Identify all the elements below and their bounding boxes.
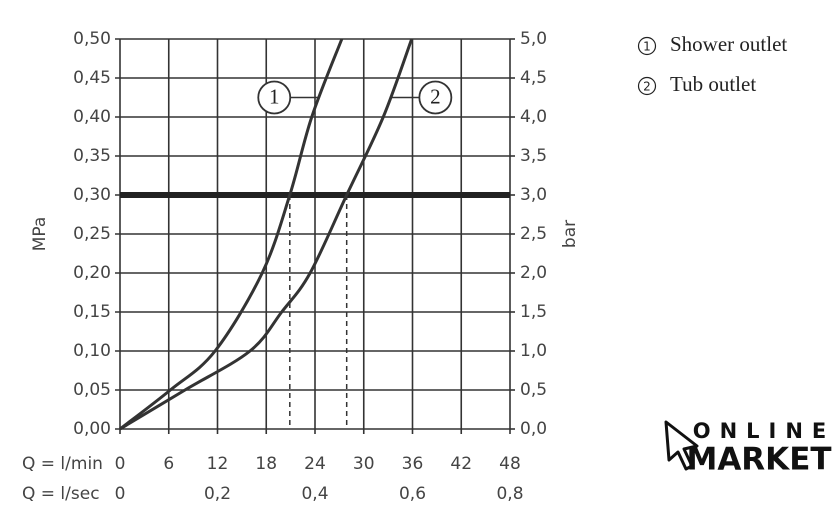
x-tick-label: 0 [115,454,126,474]
legend-circle [637,36,657,56]
legend-circle [637,76,657,96]
x2-tick-label: 0,4 [301,484,328,504]
y2-tick-label: 4,5 [520,68,547,88]
callout-circle [418,80,453,115]
y2-tick-label: 2,0 [520,263,547,283]
x2-tick-label: 0,6 [399,484,426,504]
legend-label: Shower outlet [670,32,787,56]
y2-tick-label: 1,0 [520,341,547,361]
logo-bottom: MARKET [686,442,831,478]
y2-tick-label: 0,0 [520,419,547,439]
x-tick-label: 6 [163,454,174,474]
x2-tick-label: 0,8 [496,484,523,504]
x2-tick-label: 0,2 [204,484,231,504]
x2-axis-label: Q = l/sec [22,484,100,504]
logo-top: ONLINE [693,419,836,443]
y-tick-label: 0,50 [73,29,111,49]
legend-number: 1 [643,40,651,54]
y2-tick-label: 0,5 [520,380,547,400]
y-tick-label: 0,05 [73,380,111,400]
cursor-icon [664,420,699,471]
callout-label: 2 [430,84,441,108]
y2-tick-label: 3,5 [520,146,547,166]
y-tick-label: 0,45 [73,68,111,88]
y-axis-label: MPa [30,217,50,252]
y2-tick-label: 2,5 [520,224,547,244]
x-tick-label: 36 [402,454,424,474]
y-tick-label: 0,25 [73,224,111,244]
callout-label: 1 [269,84,280,108]
x-axis-label: Q = l/min [22,454,103,474]
y-tick-label: 0,40 [73,107,111,127]
legend-label: Tub outlet [670,72,756,96]
y2-tick-label: 4,0 [520,107,547,127]
y-tick-label: 0,10 [73,341,111,361]
x2-tick-label: 0 [115,484,126,504]
x-tick-label: 24 [304,454,326,474]
y-tick-label: 0,30 [73,185,111,205]
y-tick-label: 0,15 [73,302,111,322]
x-tick-label: 42 [450,454,472,474]
y-tick-label: 0,20 [73,263,111,283]
y2-tick-label: 1,5 [520,302,547,322]
x-tick-label: 48 [499,454,521,474]
y2-tick-label: 5,0 [520,29,547,49]
series-line [119,38,344,431]
x-tick-label: 18 [255,454,277,474]
x-tick-label: 30 [353,454,375,474]
callout-circle [257,80,292,115]
legend-number: 2 [643,80,651,94]
x-tick-label: 12 [207,454,229,474]
y-tick-label: 0,35 [73,146,111,166]
y2-tick-label: 3,0 [520,185,547,205]
y-tick-label: 0,00 [73,419,111,439]
series-line [119,38,414,431]
logo: ONLINE MARKET [664,419,836,478]
y2-axis-label: bar [560,220,580,248]
